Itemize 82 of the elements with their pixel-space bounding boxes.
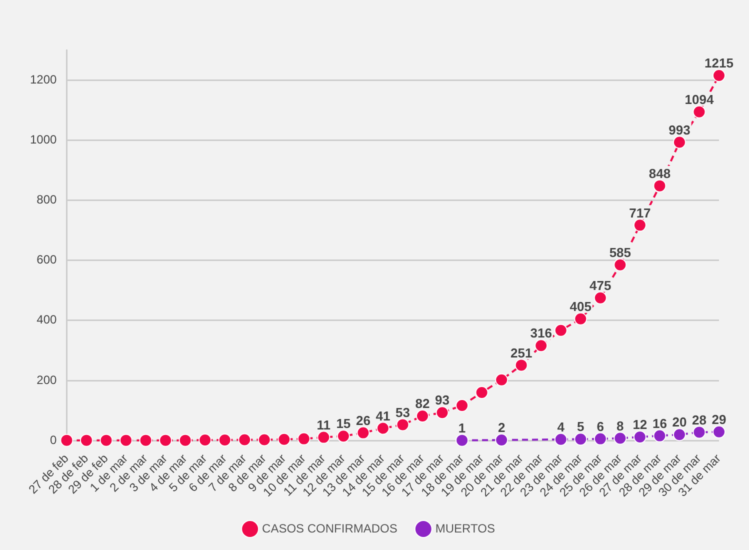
point — [633, 218, 646, 232]
y-tick-label: 1000 — [30, 132, 58, 146]
point — [554, 432, 568, 446]
point — [238, 433, 252, 446]
point — [712, 425, 726, 438]
data-label: 1094 — [684, 92, 714, 107]
data-label: 11 — [316, 417, 331, 432]
point — [198, 434, 212, 447]
point — [60, 434, 74, 447]
data-label: 475 — [590, 278, 612, 293]
point — [692, 105, 706, 118]
point — [633, 430, 646, 444]
data-label: 29 — [712, 412, 726, 427]
data-label: 41 — [376, 408, 390, 424]
point — [653, 429, 666, 442]
data-label: 53 — [395, 404, 410, 420]
y-tick-label: 1200 — [30, 72, 58, 86]
point — [672, 428, 686, 442]
y-tick-label: 200 — [36, 372, 58, 387]
point — [376, 422, 390, 435]
point — [653, 179, 666, 192]
data-label: 6 — [596, 418, 604, 434]
data-label: 848 — [648, 166, 671, 181]
legend-label: MUERTOS — [435, 521, 495, 536]
y-tick-label: 800 — [36, 192, 58, 207]
data-label: 585 — [609, 244, 632, 260]
data-label: 717 — [629, 205, 651, 220]
point — [258, 433, 271, 446]
point — [100, 434, 113, 447]
point — [594, 291, 607, 304]
data-label: 8 — [616, 418, 624, 434]
data-label: 26 — [356, 412, 370, 428]
data-label: 93 — [435, 392, 450, 408]
y-tick-label: 600 — [36, 252, 58, 267]
data-label: 16 — [652, 416, 667, 431]
data-label: 82 — [415, 396, 430, 412]
point — [594, 432, 607, 446]
y-tick-label: 400 — [36, 312, 58, 327]
data-label: 251 — [510, 345, 532, 360]
point — [278, 432, 291, 446]
point — [614, 258, 627, 272]
point — [159, 434, 172, 447]
data-label: 28 — [692, 412, 706, 428]
legend-label: CASOS CONFIRMADOS — [262, 521, 398, 536]
point — [614, 432, 627, 445]
point — [356, 426, 370, 440]
point — [495, 434, 508, 447]
point — [692, 426, 706, 439]
y-tick-label: 0 — [50, 432, 58, 447]
point — [554, 324, 568, 337]
point — [456, 434, 469, 447]
point — [317, 430, 330, 444]
data-label: 15 — [336, 416, 351, 432]
data-label: 316 — [530, 326, 552, 341]
data-label: 1 — [458, 420, 466, 436]
data-label: 405 — [570, 299, 592, 314]
point — [297, 432, 310, 446]
data-label: 20 — [672, 414, 687, 430]
point — [336, 430, 350, 443]
data-label: 12 — [632, 417, 648, 432]
data-label: 2 — [498, 420, 506, 436]
data-label: 5 — [577, 419, 584, 434]
point — [218, 434, 232, 447]
point — [396, 418, 410, 432]
point — [574, 312, 588, 326]
point — [534, 339, 548, 352]
point — [712, 69, 726, 82]
data-label: 1215 — [704, 56, 734, 71]
data-label: 4 — [557, 419, 566, 434]
point — [80, 434, 93, 447]
point — [574, 432, 588, 446]
point — [495, 373, 508, 386]
point — [456, 398, 469, 412]
point — [119, 434, 132, 447]
point — [436, 406, 449, 420]
point — [139, 434, 152, 447]
point — [672, 136, 686, 149]
point — [178, 434, 192, 447]
point — [416, 409, 429, 422]
data-label: 993 — [668, 122, 690, 138]
point — [514, 358, 528, 372]
point — [475, 386, 488, 400]
